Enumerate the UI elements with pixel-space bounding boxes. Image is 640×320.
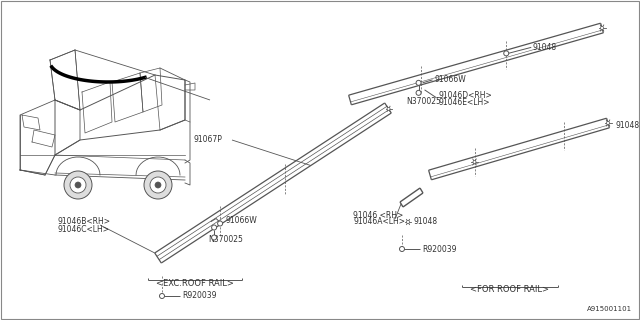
Circle shape [416, 80, 421, 85]
Text: R920039: R920039 [182, 292, 216, 300]
Circle shape [212, 225, 216, 230]
Circle shape [504, 51, 509, 56]
Text: 91067P: 91067P [193, 135, 222, 145]
Circle shape [473, 161, 476, 164]
Text: 91066W: 91066W [225, 216, 257, 225]
Circle shape [159, 293, 164, 299]
Text: 91046B<RH>: 91046B<RH> [58, 218, 111, 227]
Circle shape [155, 182, 161, 188]
Text: 91048: 91048 [414, 218, 438, 227]
Circle shape [64, 171, 92, 199]
Text: 91048: 91048 [616, 121, 640, 130]
Text: N370025: N370025 [406, 97, 442, 106]
Text: 91046D<RH>: 91046D<RH> [438, 91, 492, 100]
Text: N370025: N370025 [208, 235, 243, 244]
Text: 91066W: 91066W [435, 75, 467, 84]
Circle shape [406, 220, 410, 223]
Text: R920039: R920039 [422, 244, 456, 253]
Circle shape [144, 171, 172, 199]
Text: <FOR ROOF RAIL>: <FOR ROOF RAIL> [470, 285, 550, 294]
Circle shape [218, 221, 223, 226]
Text: 91048: 91048 [532, 43, 556, 52]
Circle shape [70, 177, 86, 193]
Circle shape [416, 90, 421, 95]
Text: 91046C<LH>: 91046C<LH> [58, 225, 110, 234]
Circle shape [150, 177, 166, 193]
Circle shape [387, 107, 390, 110]
Text: 91046A<LH>: 91046A<LH> [353, 218, 405, 227]
Circle shape [399, 246, 404, 252]
Text: 91046E<LH>: 91046E<LH> [438, 98, 490, 107]
Circle shape [75, 182, 81, 188]
Circle shape [607, 122, 609, 124]
Text: 91046 <RH>: 91046 <RH> [353, 211, 403, 220]
Text: <EXC.ROOF RAIL>: <EXC.ROOF RAIL> [156, 278, 234, 287]
Text: A915001101: A915001101 [587, 306, 632, 312]
Circle shape [212, 235, 216, 240]
Circle shape [600, 27, 604, 29]
